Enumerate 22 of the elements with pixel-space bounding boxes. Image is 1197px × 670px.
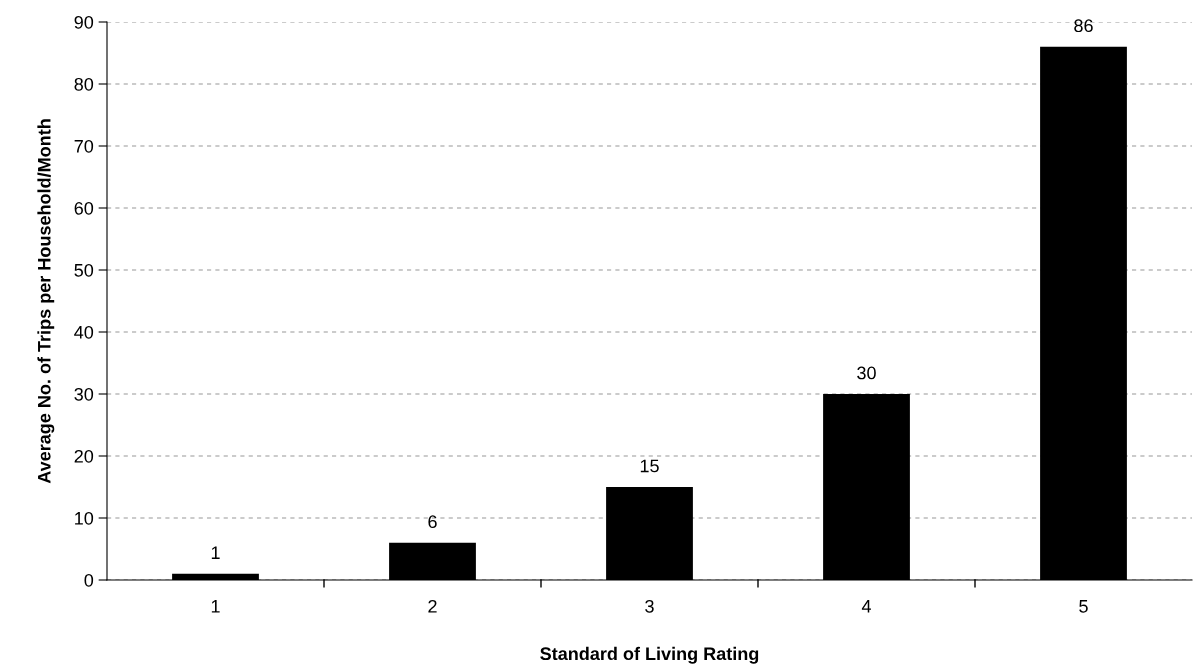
y-tick-label: 30 (74, 387, 94, 401)
y-tick-label: 50 (74, 263, 94, 277)
data-label: 30 (857, 366, 876, 380)
data-label: 86 (1074, 19, 1093, 33)
y-tick-label: 60 (74, 201, 94, 215)
y-tick-label: 80 (74, 77, 94, 91)
y-tick-label: 40 (74, 325, 94, 339)
y-tick-label: 90 (74, 15, 94, 29)
data-label: 1 (211, 546, 220, 559)
x-tick-label: 3 (645, 599, 654, 613)
y-tick-label: 0 (84, 573, 94, 587)
x-axis-title: Standard of Living Rating (540, 646, 759, 664)
y-tick-label: 10 (75, 511, 94, 525)
x-tick-label: 2 (428, 599, 437, 613)
data-label: 6 (428, 515, 437, 529)
x-tick-label: 1 (211, 600, 220, 613)
x-tick-label: 5 (1079, 600, 1088, 613)
y-axis-title: Average No. of Trips per Household/Month (37, 119, 55, 484)
x-tick-label: 4 (861, 600, 871, 613)
data-label: 15 (640, 459, 659, 473)
y-tick-label: 70 (74, 139, 94, 153)
y-tick-label: 20 (74, 449, 94, 463)
